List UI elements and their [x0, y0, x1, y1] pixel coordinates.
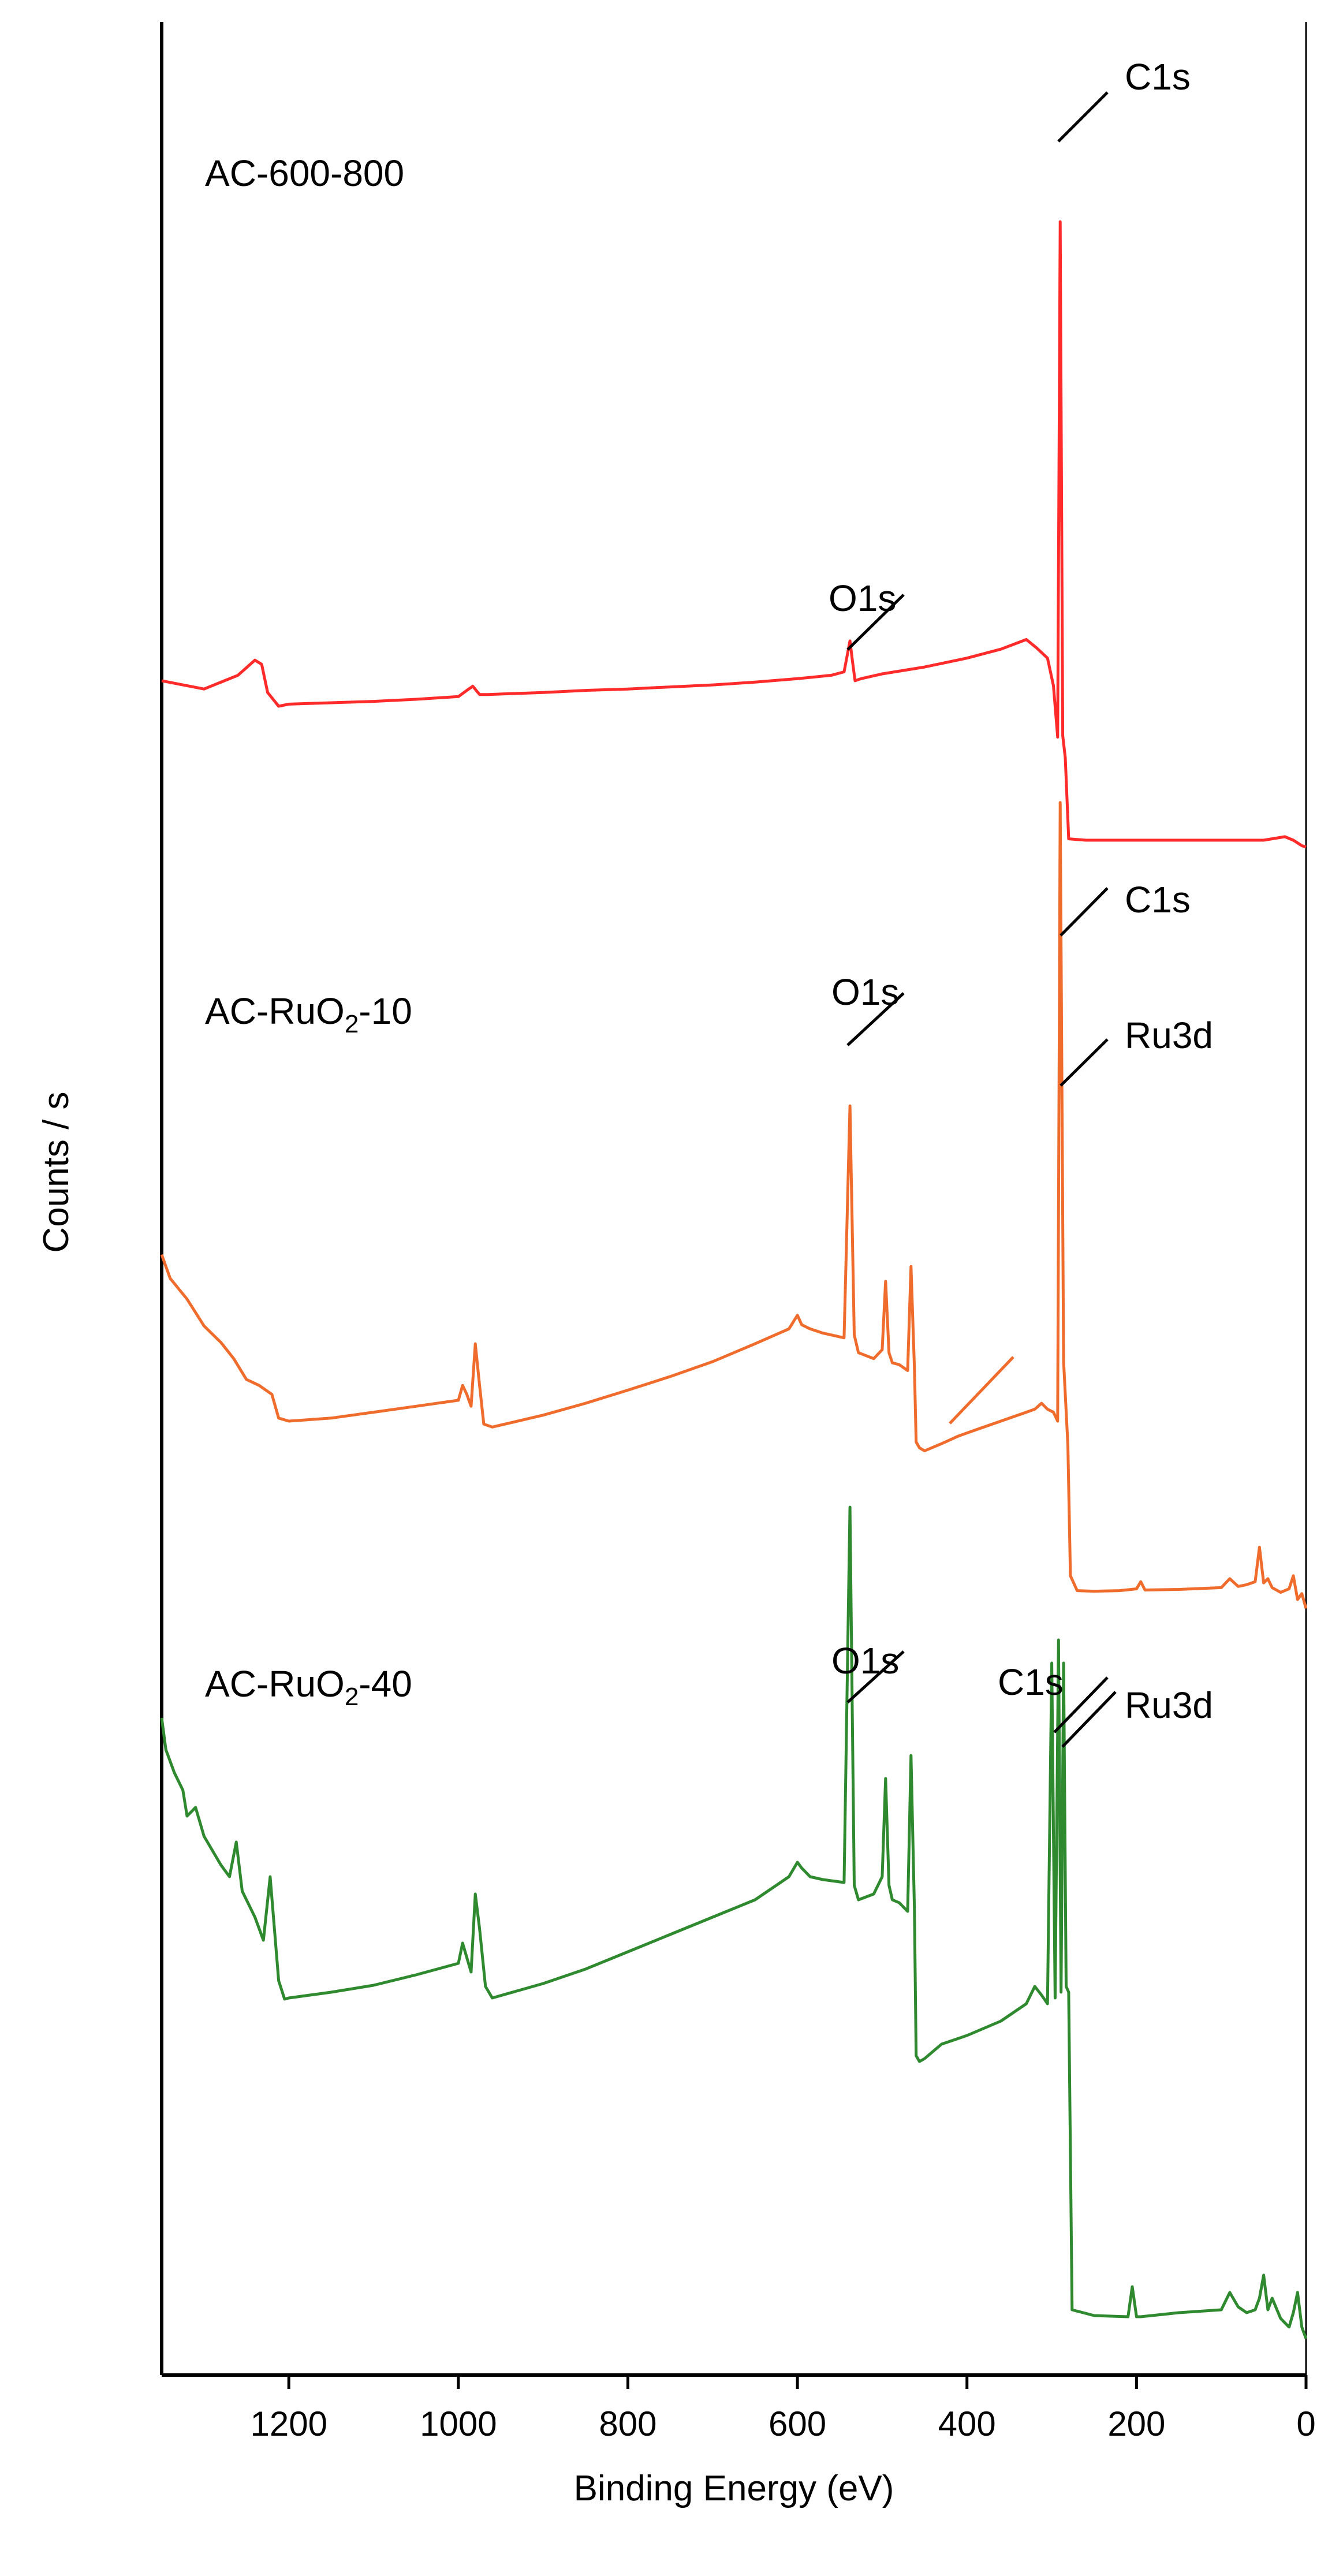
leader-c1s-ac-ruo2-40 [1053, 1676, 1109, 1734]
x-tick-label: 0 [1296, 2404, 1315, 2443]
sample-label-ac-ruo2-40: AC-RuO2-40 [205, 1663, 412, 1711]
leader-o1s-ac-ruo2-10 [846, 992, 905, 1046]
x-tick-label: 800 [599, 2404, 656, 2443]
x-tick-label: 200 [1107, 2404, 1165, 2443]
peak-label-c1s-ac-ruo2-10: C1s [1125, 879, 1191, 920]
x-tick-label: 600 [769, 2404, 826, 2443]
peak-annotations: C1s O1s C1s Ru3d O1s O1s C1s Ru3d [829, 56, 1213, 1748]
leader-o1s-ac-ruo2-40 [846, 1650, 905, 1703]
leader-c1s-ac-600-800 [1057, 91, 1109, 143]
x-axis-title: Binding Energy (eV) [574, 2469, 894, 2508]
x-tick-label: 400 [938, 2404, 996, 2443]
peak-label-ru3d-ac-ruo2-40: Ru3d [1125, 1684, 1213, 1726]
leader-ru3d-ac-ruo2-10 [1060, 1038, 1109, 1087]
x-tick-label: 1200 [250, 2404, 327, 2443]
series-line-3 [160, 1505, 1308, 2339]
sample-label-ac-ruo2-10: AC-RuO2-10 [205, 990, 412, 1038]
leader-ru3d-ac-ruo2-40 [1061, 1691, 1117, 1748]
peak-label-o1s-ac-ruo2-40: O1s [831, 1640, 899, 1682]
x-tick-label: 1000 [420, 2404, 497, 2443]
series-line-1 [161, 220, 1307, 849]
peak-label-o1s-ac-ruo2-10: O1s [831, 971, 899, 1013]
series-line-2 [160, 801, 1308, 1609]
peak-label-c1s-ac-ruo2-40: C1s [998, 1661, 1064, 1703]
leader-orphan-ac-ruo2-10 [949, 1356, 1014, 1425]
leader-o1s-ac-600-800 [846, 594, 905, 651]
spectra-group [160, 220, 1308, 2339]
sample-label-ac-600-800: AC-600-800 [205, 152, 404, 194]
leader-c1s-ac-ruo2-10 [1060, 887, 1109, 937]
peak-label-c1s-ac-600-800: C1s [1125, 56, 1191, 98]
peak-label-o1s-ac-600-800: O1s [829, 577, 896, 619]
peak-label-ru3d-ac-ruo2-10: Ru3d [1125, 1015, 1213, 1056]
y-axis-title: Counts / s [36, 1091, 76, 1252]
x-axis-ticks: 1200 1000 800 600 400 200 0 [250, 2375, 1316, 2443]
